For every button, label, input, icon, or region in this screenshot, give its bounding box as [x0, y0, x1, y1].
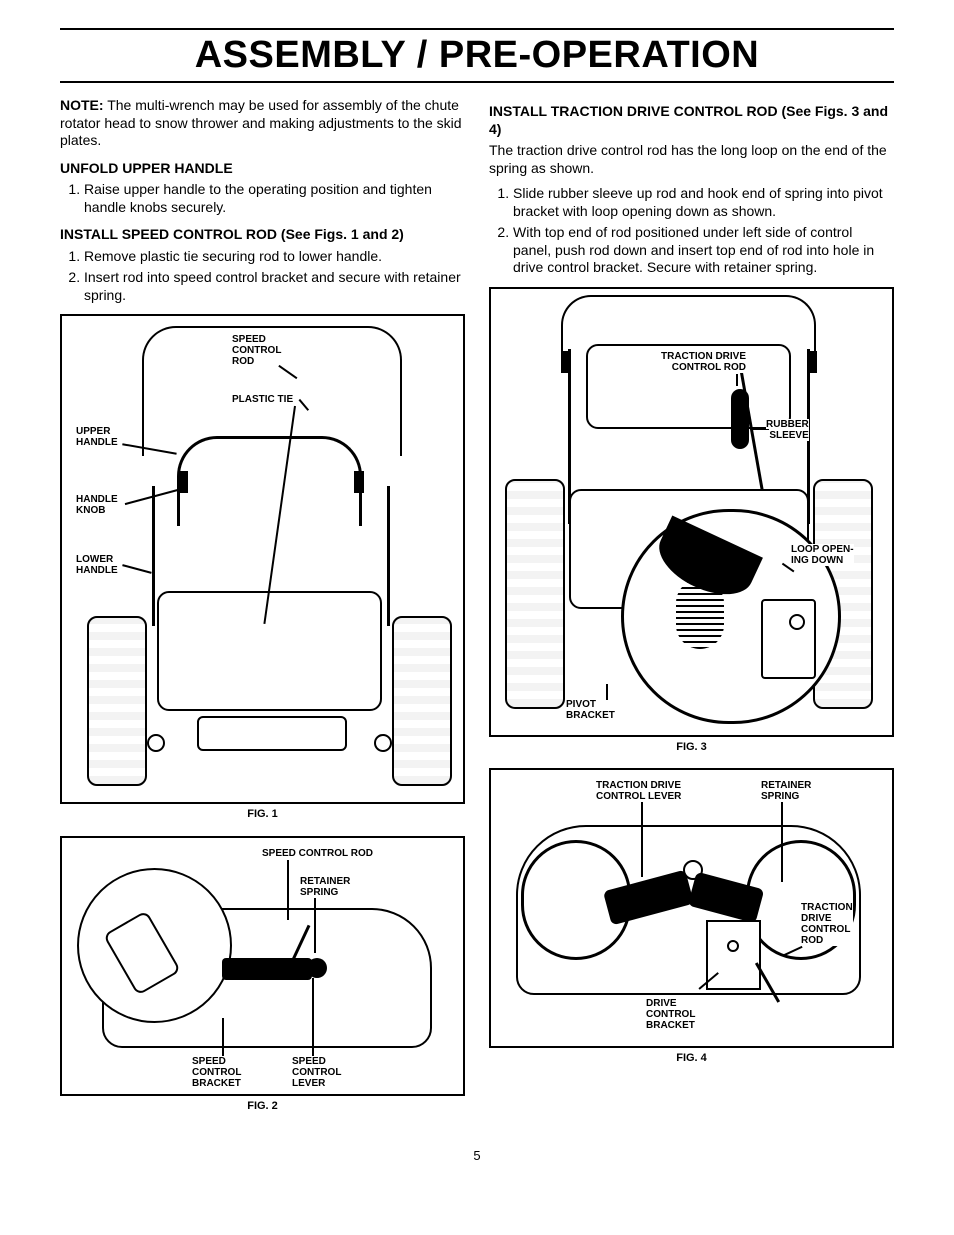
- fig1-front-plate: [197, 716, 347, 751]
- fig2-label-retainer: RETAINER SPRING: [300, 876, 350, 898]
- unfold-step-1: Raise upper handle to the operating posi…: [84, 181, 465, 216]
- speed-step-2: Insert rod into speed control bracket an…: [84, 269, 465, 304]
- fig2-dark: [222, 958, 312, 980]
- fig3-label-pivot: PIVOT BRACKET: [566, 699, 615, 721]
- fig3-label-rod: TRACTION DRIVE CONTROL ROD: [661, 351, 746, 373]
- fig3-sleeve: [731, 389, 749, 449]
- fig1-axle-left: [147, 734, 165, 752]
- fig1-chassis: [157, 591, 382, 711]
- fig3-caption: FIG. 3: [489, 741, 894, 755]
- figure-4: TRACTION DRIVE CONTROL LEVER RETAINER SP…: [489, 768, 894, 1048]
- fig1-wheel-left: [87, 616, 147, 786]
- unfold-steps: Raise upper handle to the operating posi…: [60, 181, 465, 216]
- right-column: INSTALL TRACTION DRIVE CONTROL ROD (See …: [489, 97, 894, 1128]
- fig1-lower-handle-left: [152, 486, 155, 626]
- fig3-knob-l: [561, 351, 571, 373]
- fig3-leader-sleeve: [751, 429, 769, 431]
- fig1-label-plastic-tie: PLASTIC TIE: [232, 394, 293, 405]
- note-text: The multi-wrench may be used for assembl…: [60, 97, 462, 148]
- fig3-wheel-left: [505, 479, 565, 709]
- fig3-bracket-plate: [761, 599, 816, 679]
- fig1-leader-lower: [122, 564, 151, 573]
- fig4-leader-lever: [641, 802, 643, 877]
- fig2-leader-ret: [314, 898, 316, 953]
- fig1-knob-right: [354, 471, 364, 493]
- fig2-label-lever: SPEED CONTROL LEVER: [292, 1056, 341, 1089]
- traction-step-2: With top end of rod positioned under lef…: [513, 224, 894, 277]
- speed-steps: Remove plastic tie securing rod to lower…: [60, 248, 465, 305]
- fig3-bolt: [789, 614, 805, 630]
- fig1-caption: FIG. 1: [60, 808, 465, 822]
- fig4-caption: FIG. 4: [489, 1052, 894, 1066]
- traction-steps: Slide rubber sleeve up rod and hook end …: [489, 185, 894, 277]
- note-paragraph: NOTE: The multi-wrench may be used for a…: [60, 97, 465, 150]
- fig1-knob-left: [178, 471, 188, 493]
- fig2-caption: FIG. 2: [60, 1100, 465, 1114]
- fig1-label-upper-handle: UPPER HANDLE: [76, 426, 118, 448]
- title-under-rule: [60, 81, 894, 83]
- fig4-bracket: [706, 920, 761, 990]
- fig1-label-speed-control-rod: SPEED CONTROL ROD: [232, 334, 281, 367]
- install-speed-heading: INSTALL SPEED CONTROL ROD (See Figs. 1 a…: [60, 226, 465, 244]
- fig2-leader-scr: [287, 860, 289, 920]
- fig2-leader-brk: [222, 1018, 224, 1056]
- fig2-label-bracket: SPEED CONTROL BRACKET: [192, 1056, 241, 1089]
- speed-step-1: Remove plastic tie securing rod to lower…: [84, 248, 465, 266]
- fig4-label-bracket: DRIVE CONTROL BRACKET: [646, 998, 695, 1031]
- page-root: ASSEMBLY / PRE-OPERATION NOTE: The multi…: [0, 0, 954, 1203]
- unfold-upper-handle-heading: UNFOLD UPPER HANDLE: [60, 160, 465, 178]
- figure-3: TRACTION DRIVE CONTROL ROD RUBBER SLEEVE…: [489, 287, 894, 737]
- figure-1: SPEED CONTROL ROD PLASTIC TIE UPPER HAND…: [60, 314, 465, 804]
- fig3-leader-rod: [736, 374, 738, 386]
- page-number: 5: [60, 1148, 894, 1163]
- fig2-leader-lev: [312, 978, 314, 1056]
- fig3-knob-r: [807, 351, 817, 373]
- traction-step-1: Slide rubber sleeve up rod and hook end …: [513, 185, 894, 220]
- traction-intro: The traction drive control rod has the l…: [489, 142, 894, 177]
- two-column-layout: NOTE: The multi-wrench may be used for a…: [60, 97, 894, 1128]
- fig4-label-lever: TRACTION DRIVE CONTROL LEVER: [596, 780, 681, 802]
- page-title: ASSEMBLY / PRE-OPERATION: [60, 34, 894, 77]
- figure-2: SPEED CONTROL ROD RETAINER SPRING SPEED …: [60, 836, 465, 1096]
- fig3-label-sleeve: RUBBER SLEEVE: [766, 419, 809, 441]
- left-column: NOTE: The multi-wrench may be used for a…: [60, 97, 465, 1128]
- fig1-wheel-right: [392, 616, 452, 786]
- fig3-leader-pivot: [606, 684, 608, 700]
- fig1-label-handle-knob: HANDLE KNOB: [76, 494, 118, 516]
- install-traction-heading: INSTALL TRACTION DRIVE CONTROL ROD (See …: [489, 103, 894, 138]
- fig3-label-loop: LOOP OPEN- ING DOWN: [791, 544, 854, 566]
- fig1-label-lower-handle: LOWER HANDLE: [76, 554, 118, 576]
- fig4-leader-ret: [781, 802, 783, 882]
- fig2-label-scr: SPEED CONTROL ROD: [262, 848, 373, 859]
- fig1-lower-handle-right: [387, 486, 390, 626]
- fig1-axle-right: [374, 734, 392, 752]
- top-rule: [60, 28, 894, 30]
- fig4-label-rod: TRACTION DRIVE CONTROL ROD: [801, 902, 853, 946]
- fig4-label-retainer: RETAINER SPRING: [761, 780, 811, 802]
- note-label: NOTE:: [60, 97, 104, 113]
